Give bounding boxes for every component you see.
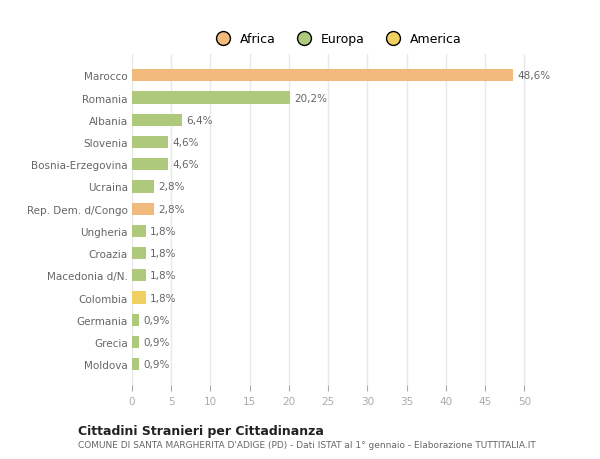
Text: 1,8%: 1,8% (150, 271, 176, 281)
Text: 1,8%: 1,8% (150, 226, 176, 236)
Bar (132, 114, 182, 127)
Bar (132, 92, 290, 105)
Text: 4,6%: 4,6% (172, 138, 199, 148)
Text: 4,6%: 4,6% (172, 160, 199, 170)
Text: 0,9%: 0,9% (143, 315, 169, 325)
Bar (132, 247, 146, 260)
Text: Cittadini Stranieri per Cittadinanza: Cittadini Stranieri per Cittadinanza (78, 424, 324, 437)
Text: 2,8%: 2,8% (158, 204, 184, 214)
Text: COMUNE DI SANTA MARGHERITA D'ADIGE (PD) - Dati ISTAT al 1° gennaio - Elaborazion: COMUNE DI SANTA MARGHERITA D'ADIGE (PD) … (78, 441, 536, 449)
Bar (132, 314, 139, 326)
Text: 20,2%: 20,2% (295, 93, 328, 103)
Bar (132, 159, 168, 171)
Bar (132, 181, 154, 193)
Text: 48,6%: 48,6% (517, 71, 550, 81)
Text: 6,4%: 6,4% (186, 116, 212, 125)
Text: 2,8%: 2,8% (158, 182, 184, 192)
Text: 1,8%: 1,8% (150, 293, 176, 303)
Text: 0,9%: 0,9% (143, 337, 169, 347)
Bar (132, 292, 146, 304)
Legend: Africa, Europa, America: Africa, Europa, America (205, 28, 467, 51)
Text: 1,8%: 1,8% (150, 249, 176, 258)
Bar (132, 225, 146, 237)
Bar (132, 203, 154, 215)
Bar (132, 336, 139, 348)
Bar (132, 137, 168, 149)
Bar (132, 70, 514, 82)
Bar (132, 358, 139, 370)
Bar (132, 269, 146, 282)
Text: 0,9%: 0,9% (143, 359, 169, 369)
